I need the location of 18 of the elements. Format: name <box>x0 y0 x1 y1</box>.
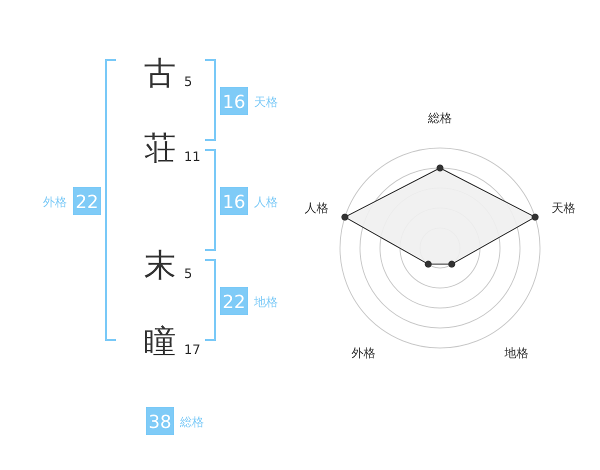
data-label: 5 <box>184 75 192 90</box>
text: 16 人格 <box>222 192 278 213</box>
spoke-label: 人格 <box>304 200 328 215</box>
data-label: 5 <box>184 267 192 282</box>
category-label: 荘 <box>144 129 176 167</box>
spoke-label: 天格 <box>552 200 576 215</box>
data-label: 11 <box>184 150 201 165</box>
category-label: 古 <box>144 54 176 92</box>
spoke-label: 地格 <box>503 346 528 360</box>
text: 38 総格 <box>148 412 204 433</box>
category-label: 末 <box>144 246 176 284</box>
spoke-label: 総格 <box>427 111 452 125</box>
data-label: 17 <box>184 343 201 358</box>
text: 16 天格 <box>222 92 278 113</box>
spoke-label: 外格 <box>352 346 376 360</box>
category-label: 瞳 <box>144 322 176 360</box>
text: 22 地格 <box>222 292 278 313</box>
text: 外格 22 <box>43 192 98 213</box>
